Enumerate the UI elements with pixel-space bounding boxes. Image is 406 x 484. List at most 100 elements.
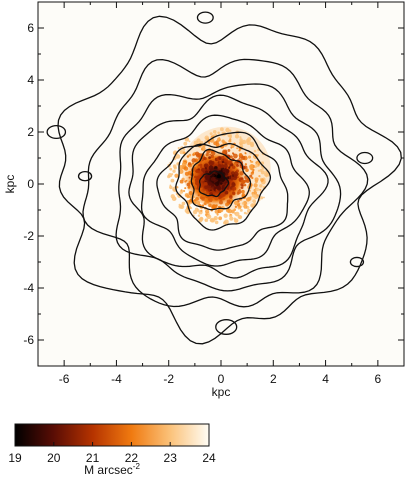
color-pixel — [220, 182, 223, 185]
color-pixel — [241, 139, 247, 145]
color-pixel — [232, 186, 237, 191]
color-pixel — [208, 156, 211, 160]
color-pixel — [231, 182, 236, 186]
color-pixel — [233, 217, 236, 220]
color-pixel — [179, 179, 184, 184]
color-pixel — [200, 209, 203, 212]
color-pixel — [229, 136, 232, 139]
axis-ticks — [37, 1, 405, 367]
color-pixel — [172, 169, 176, 173]
color-pixel — [241, 179, 246, 184]
contour-level-3 — [115, 83, 342, 292]
contour-island — [46, 124, 67, 140]
color-pixel — [229, 155, 233, 159]
color-pixel — [197, 152, 202, 158]
color-pixel — [204, 175, 210, 180]
color-pixel — [234, 219, 239, 223]
color-pixel — [234, 205, 238, 208]
color-pixel — [226, 160, 232, 165]
color-pixel — [197, 170, 201, 174]
color-pixel — [172, 164, 177, 169]
color-pixel — [184, 187, 187, 190]
color-pixel — [226, 176, 230, 180]
color-pixel — [223, 163, 228, 169]
color-pixel — [252, 199, 257, 204]
color-pixel — [233, 211, 237, 215]
color-pixel — [233, 171, 239, 177]
color-pixel — [214, 196, 219, 201]
y-tick-label: -6 — [23, 333, 34, 347]
color-pixel — [250, 143, 255, 148]
color-pixel — [217, 174, 222, 179]
x-tick-label: 4 — [322, 372, 329, 386]
color-pixel — [244, 163, 248, 166]
color-pixel — [197, 214, 201, 217]
color-pixel — [171, 196, 177, 202]
contour-island — [215, 319, 238, 335]
color-pixel — [205, 170, 208, 174]
colorbar-tick-label: 23 — [164, 451, 178, 465]
color-pixel — [184, 171, 189, 176]
color-pixel — [225, 202, 229, 207]
color-pixel — [225, 127, 230, 133]
x-tick-labels: -6 -4 -2 0 2 4 6 — [59, 372, 382, 386]
colorbar: 19 20 21 22 23 24 M arcsec-2 — [8, 423, 216, 477]
color-pixel — [200, 166, 203, 169]
y-tick-label: -2 — [23, 229, 34, 243]
color-pixel — [204, 135, 210, 141]
y-tick-label: -4 — [23, 281, 34, 295]
color-pixel — [219, 198, 223, 202]
color-pixel — [177, 146, 180, 150]
color-pixel — [191, 162, 195, 165]
main-plot: -6 -4 -2 0 2 4 6 -6 -4 -2 0 2 4 6 kpc kpc — [3, 1, 405, 399]
color-pixel — [211, 219, 215, 223]
color-pixel — [210, 150, 216, 156]
color-pixel — [212, 205, 216, 209]
color-pixel — [263, 196, 265, 199]
color-pixel — [261, 167, 265, 170]
contour-level-5 — [140, 114, 310, 267]
color-pixel — [249, 159, 252, 162]
color-pixel — [238, 152, 243, 157]
colorbar-tick-label: 21 — [86, 451, 100, 465]
color-pixel — [240, 141, 242, 144]
color-pixel — [239, 171, 244, 176]
color-pixel — [167, 175, 171, 179]
color-pixel — [203, 163, 209, 169]
color-pixel — [243, 204, 248, 209]
color-pixel — [184, 180, 187, 183]
color-pixel — [182, 189, 186, 193]
color-pixel — [214, 220, 219, 225]
x-tick-label: 2 — [270, 372, 277, 386]
color-pixel — [223, 213, 228, 218]
color-pixel — [234, 134, 240, 139]
color-pixel — [217, 131, 220, 135]
color-pixel — [169, 185, 173, 190]
color-pixel — [247, 196, 252, 201]
color-pixel — [198, 164, 200, 166]
color-pixel — [232, 175, 238, 181]
color-pixel — [258, 175, 261, 178]
color-pixel — [204, 190, 207, 193]
color-pixel — [202, 204, 204, 207]
color-pixel — [194, 172, 197, 175]
color-pixel — [264, 172, 269, 177]
contour-level-6 — [156, 131, 289, 251]
color-pixel — [259, 196, 264, 200]
color-pixel — [219, 127, 224, 132]
color-pixel — [188, 181, 191, 184]
color-pixel — [257, 163, 260, 166]
contour-level-2 — [82, 58, 369, 308]
color-pixel — [222, 168, 227, 173]
y-axis-title: kpc — [3, 175, 17, 194]
contour-level-9 — [198, 170, 230, 198]
contour-island — [196, 11, 214, 24]
color-pixel — [188, 191, 193, 196]
color-pixel — [216, 213, 219, 216]
color-pixel — [216, 180, 220, 184]
colorbar-tick-label: 19 — [8, 451, 22, 465]
color-pixel — [202, 159, 204, 162]
y-tick-label: 0 — [27, 177, 34, 191]
color-pixel — [240, 186, 244, 189]
color-pixel — [210, 160, 215, 165]
